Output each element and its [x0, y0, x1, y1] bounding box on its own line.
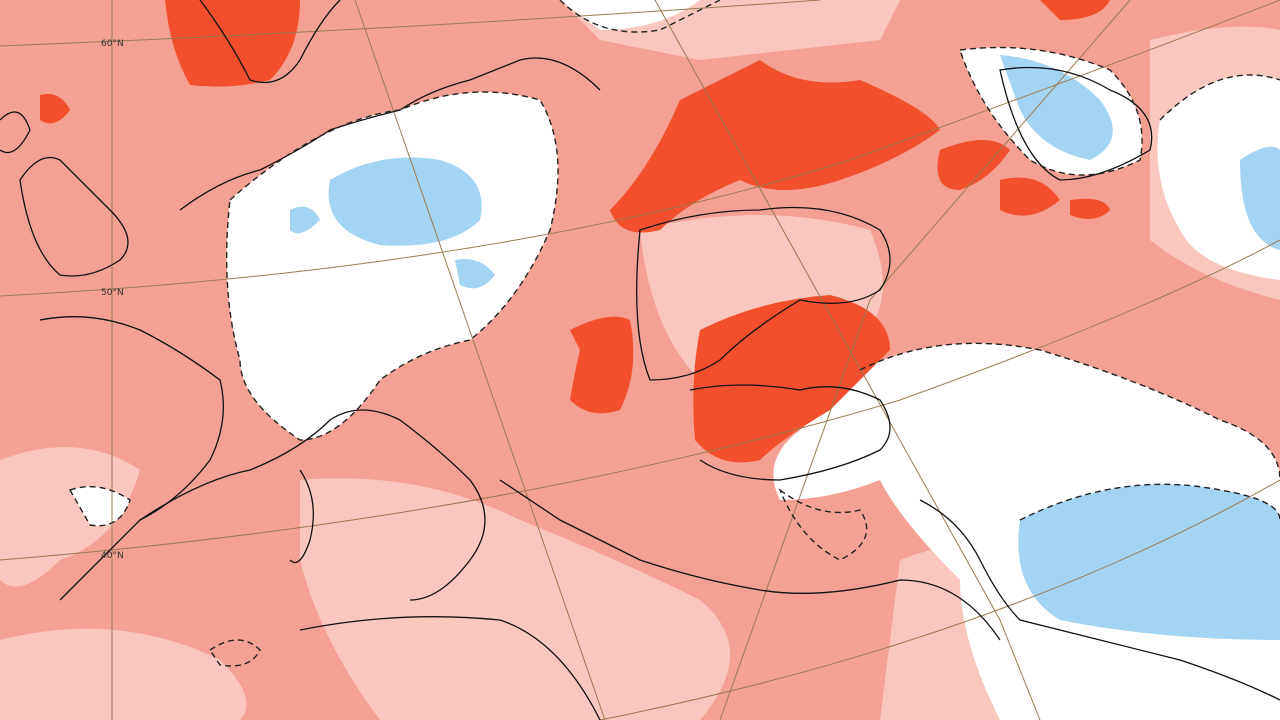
- dashed-contours: [68, 0, 1280, 667]
- blue-areas: [290, 55, 1280, 640]
- latitude-label: 50°N: [101, 288, 124, 298]
- latitude-label: 40°N: [101, 551, 124, 561]
- latitude-label: 60°N: [101, 39, 124, 49]
- latitude-labels: 60°N 50°N 40°N: [101, 39, 124, 561]
- strong-anomaly-areas: [40, 0, 1110, 463]
